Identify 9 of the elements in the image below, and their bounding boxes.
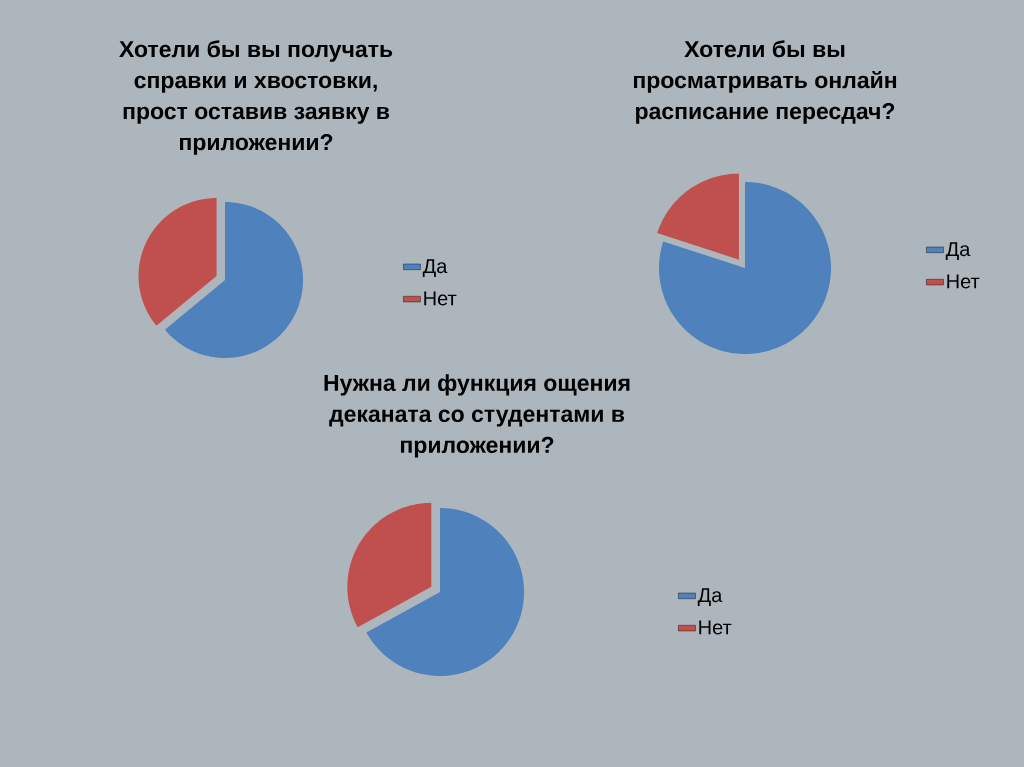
legend-label: Нет	[699, 620, 732, 635]
legend-label: Да	[945, 242, 971, 260]
legend-label: Да	[697, 588, 723, 606]
chart-title: Хотели бы вы получать справки и хвостовки, прост оставив заявку в приложении?	[119, 40, 393, 155]
chart-title: Нужна ли функция ощения деканата со студентами в приложении?	[324, 374, 630, 458]
legend-label: Нет	[947, 274, 980, 289]
legend-label: Нет	[424, 291, 457, 306]
chart-title: Хотели бы вы просматривать онлайн расписание пересдач?	[633, 40, 897, 124]
legend-label: Да	[422, 259, 448, 277]
